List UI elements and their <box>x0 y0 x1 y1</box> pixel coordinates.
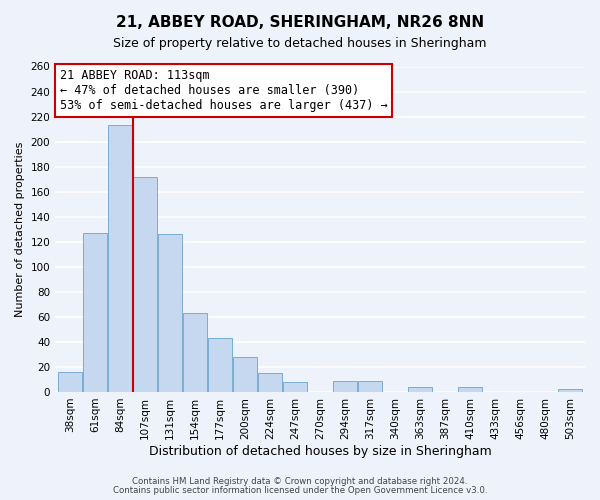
Bar <box>233 357 257 392</box>
Bar <box>408 387 432 392</box>
Text: 21 ABBEY ROAD: 113sqm
← 47% of detached houses are smaller (390)
53% of semi-det: 21 ABBEY ROAD: 113sqm ← 47% of detached … <box>59 69 388 112</box>
Bar <box>333 380 357 392</box>
Bar <box>283 382 307 392</box>
Bar <box>133 176 157 392</box>
Bar <box>258 373 282 392</box>
Y-axis label: Number of detached properties: Number of detached properties <box>15 142 25 317</box>
Bar <box>108 126 132 392</box>
Bar <box>558 390 582 392</box>
X-axis label: Distribution of detached houses by size in Sheringham: Distribution of detached houses by size … <box>149 444 491 458</box>
Bar <box>83 233 107 392</box>
Text: Contains public sector information licensed under the Open Government Licence v3: Contains public sector information licen… <box>113 486 487 495</box>
Bar <box>158 234 182 392</box>
Bar <box>208 338 232 392</box>
Text: Size of property relative to detached houses in Sheringham: Size of property relative to detached ho… <box>113 38 487 51</box>
Bar <box>358 380 382 392</box>
Text: 21, ABBEY ROAD, SHERINGHAM, NR26 8NN: 21, ABBEY ROAD, SHERINGHAM, NR26 8NN <box>116 15 484 30</box>
Bar <box>458 387 482 392</box>
Bar <box>183 313 207 392</box>
Text: Contains HM Land Registry data © Crown copyright and database right 2024.: Contains HM Land Registry data © Crown c… <box>132 477 468 486</box>
Bar <box>58 372 82 392</box>
